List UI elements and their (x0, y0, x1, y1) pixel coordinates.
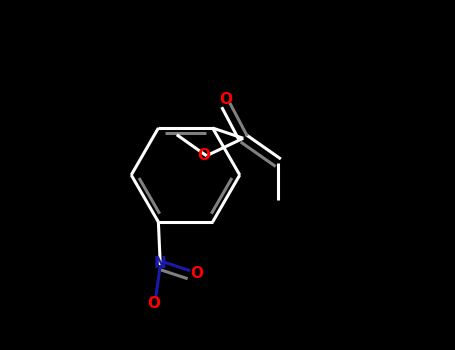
Text: O: O (197, 148, 210, 163)
Text: O: O (190, 266, 203, 281)
Text: O: O (147, 296, 161, 311)
Text: N: N (154, 256, 167, 271)
Text: O: O (219, 92, 232, 107)
